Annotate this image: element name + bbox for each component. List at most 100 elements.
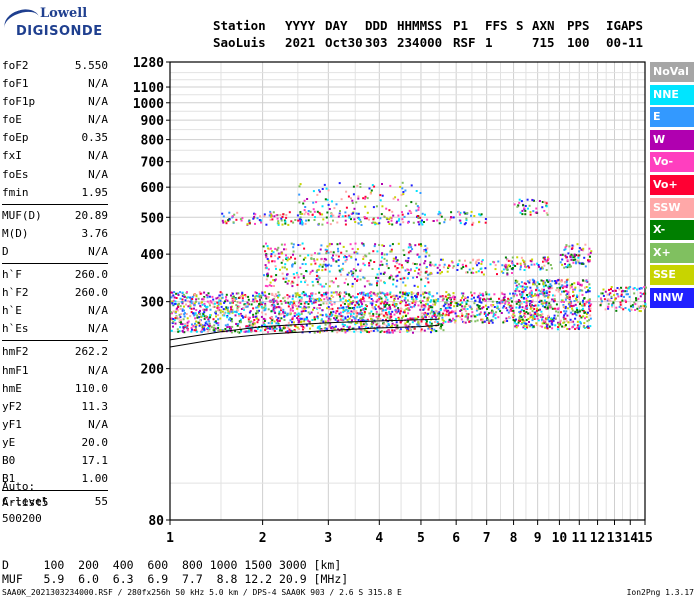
echo-point bbox=[564, 307, 567, 310]
param-value: N/A bbox=[88, 417, 108, 431]
echo-point bbox=[639, 310, 642, 313]
echo-point bbox=[267, 308, 270, 311]
echo-point bbox=[420, 278, 423, 281]
echo-point bbox=[275, 299, 278, 302]
echo-point bbox=[573, 294, 576, 297]
echo-point bbox=[542, 280, 545, 283]
echo-point bbox=[494, 264, 497, 267]
echo-point bbox=[480, 213, 483, 216]
echo-point bbox=[563, 300, 565, 303]
echo-point bbox=[271, 319, 274, 322]
echo-point bbox=[551, 323, 554, 326]
echo-point bbox=[285, 268, 288, 271]
echo-point bbox=[222, 221, 225, 224]
echo-point bbox=[383, 282, 386, 285]
echo-point bbox=[177, 294, 180, 296]
echo-point bbox=[359, 317, 362, 320]
echo-point bbox=[237, 323, 240, 325]
echo-point bbox=[443, 263, 446, 266]
echo-point bbox=[263, 320, 266, 322]
param-label: foEs bbox=[2, 167, 29, 181]
echo-point bbox=[599, 304, 602, 307]
echo-point bbox=[365, 323, 368, 326]
echo-point bbox=[415, 263, 418, 265]
echo-point bbox=[419, 263, 422, 266]
echo-point bbox=[175, 316, 178, 318]
echo-point bbox=[282, 297, 285, 300]
echo-point bbox=[516, 289, 519, 292]
echo-point bbox=[316, 280, 319, 283]
echo-point bbox=[208, 322, 211, 325]
echo-point bbox=[392, 257, 395, 260]
echo-point bbox=[407, 257, 410, 260]
echo-point bbox=[286, 256, 289, 259]
echo-point bbox=[386, 331, 389, 334]
echo-point bbox=[241, 297, 244, 300]
echo-point bbox=[371, 184, 374, 187]
echo-point bbox=[434, 263, 437, 266]
echo-point bbox=[564, 298, 567, 301]
echo-point bbox=[530, 263, 533, 266]
echo-point bbox=[423, 296, 426, 299]
echo-point bbox=[215, 315, 217, 318]
echo-point bbox=[576, 294, 578, 297]
echo-point bbox=[369, 326, 372, 329]
echo-point bbox=[182, 330, 185, 333]
param-row: yF2 11.3 bbox=[2, 398, 108, 416]
echo-point bbox=[254, 299, 257, 302]
echo-point bbox=[247, 325, 250, 328]
echo-point bbox=[497, 316, 500, 319]
echo-point bbox=[465, 312, 468, 315]
echo-point bbox=[302, 275, 305, 278]
echo-point bbox=[536, 324, 539, 327]
echo-point bbox=[377, 216, 379, 219]
echo-point bbox=[207, 292, 210, 295]
echo-point bbox=[353, 308, 356, 311]
echo-point bbox=[582, 315, 585, 318]
echo-point bbox=[357, 293, 359, 296]
echo-point bbox=[330, 313, 333, 316]
echo-point bbox=[538, 289, 540, 292]
echo-point bbox=[475, 260, 478, 263]
echo-point bbox=[324, 323, 327, 326]
echo-point bbox=[239, 301, 242, 304]
echo-point bbox=[447, 303, 450, 306]
echo-point bbox=[342, 308, 345, 311]
echo-point bbox=[237, 313, 240, 315]
echo-point bbox=[431, 309, 433, 312]
echo-point bbox=[292, 294, 295, 297]
echo-point bbox=[328, 208, 331, 210]
echo-point bbox=[207, 327, 210, 329]
echo-point bbox=[247, 220, 250, 223]
echo-point bbox=[564, 324, 567, 326]
echo-point bbox=[466, 271, 469, 274]
echo-point bbox=[353, 330, 356, 333]
echo-point bbox=[287, 301, 290, 304]
echo-point bbox=[523, 314, 525, 317]
echo-point bbox=[551, 287, 554, 290]
echo-point bbox=[244, 315, 247, 318]
echo-point bbox=[394, 196, 397, 199]
echo-point bbox=[334, 314, 337, 317]
param-row: foF1 N/A bbox=[2, 75, 108, 93]
echo-point bbox=[545, 260, 548, 263]
echo-point bbox=[199, 292, 202, 295]
echo-point bbox=[493, 312, 496, 315]
echo-point bbox=[515, 288, 518, 291]
echo-point bbox=[338, 182, 341, 185]
echo-point bbox=[298, 185, 301, 188]
echo-point bbox=[328, 270, 331, 273]
echo-point bbox=[632, 305, 635, 308]
echo-point bbox=[363, 216, 366, 218]
echo-point bbox=[276, 249, 279, 252]
echo-point bbox=[381, 183, 383, 185]
echo-point bbox=[291, 264, 294, 267]
echo-point bbox=[444, 218, 447, 221]
echo-point bbox=[368, 252, 371, 255]
echo-point bbox=[341, 323, 344, 326]
echo-point bbox=[293, 315, 296, 317]
echo-point bbox=[466, 299, 469, 302]
echo-point bbox=[171, 291, 174, 294]
echo-point bbox=[570, 305, 573, 307]
echo-point bbox=[610, 286, 613, 288]
